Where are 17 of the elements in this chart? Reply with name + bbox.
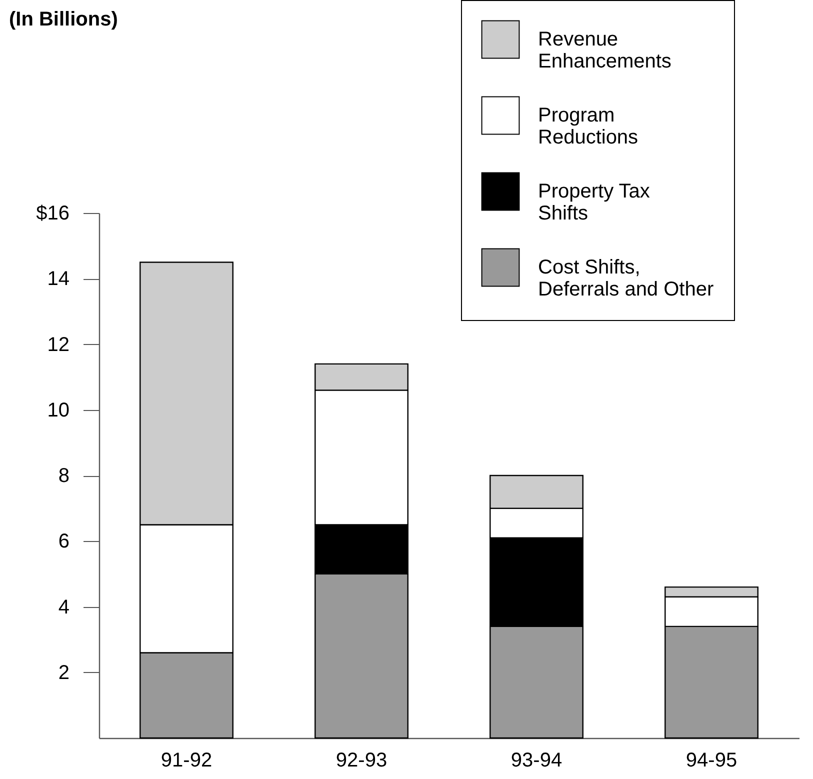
y-tick-label: 6 — [58, 530, 70, 553]
y-tick-label: 10 — [47, 399, 70, 422]
x-tick-label: 92-93 — [336, 750, 388, 772]
chart-title: (In Billions) — [9, 8, 118, 30]
y-tick-label: 14 — [47, 268, 70, 290]
legend-label: Property Tax Shifts — [538, 180, 650, 224]
y-tick-label: 2 — [58, 662, 70, 684]
legend-label: Cost Shifts, Deferrals and Other — [538, 256, 714, 300]
legend-label: Program Reductions — [538, 104, 638, 148]
y-tick-label: 8 — [58, 465, 70, 487]
x-tick-label: 91-92 — [160, 750, 212, 772]
x-tick-label: 94-95 — [686, 750, 738, 772]
y-tick-label: 12 — [47, 334, 70, 356]
y-tick-label: $16 — [36, 202, 70, 224]
x-tick-label: 93-94 — [510, 750, 562, 772]
legend-label: Revenue Enhancements — [538, 28, 672, 72]
y-tick-label: 4 — [58, 596, 70, 618]
